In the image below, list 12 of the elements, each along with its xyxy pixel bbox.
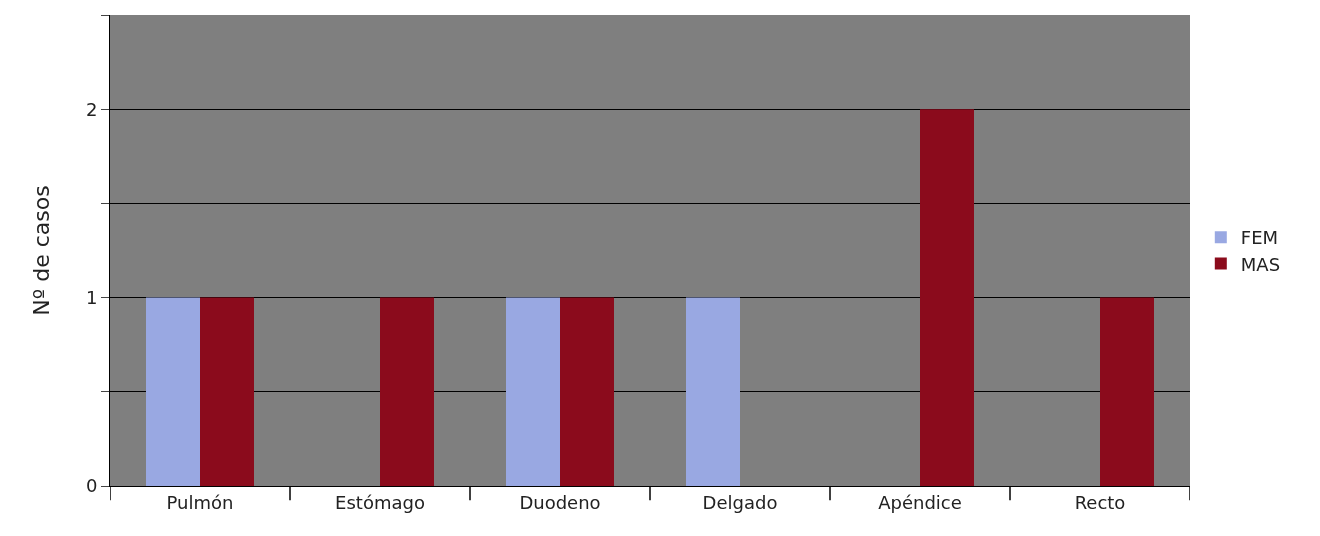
x-tick-label: Pulmón — [166, 491, 234, 513]
y-axis-title: Nº de casos — [28, 185, 54, 316]
y-tick-label: 2 — [85, 98, 98, 120]
legend-label: FEM — [1240, 227, 1279, 249]
x-tick-label: Recto — [1074, 491, 1126, 513]
y-tick-label: 1 — [85, 286, 98, 308]
x-tick-label: Duodeno — [519, 491, 601, 513]
x-tick-label: Apéndice — [878, 491, 962, 513]
y-tick-label: 0 — [85, 475, 98, 497]
x-tick-label: Estómago — [335, 491, 425, 513]
x-tick-label: Delgado — [702, 491, 778, 513]
legend-label: MAS — [1240, 253, 1281, 275]
